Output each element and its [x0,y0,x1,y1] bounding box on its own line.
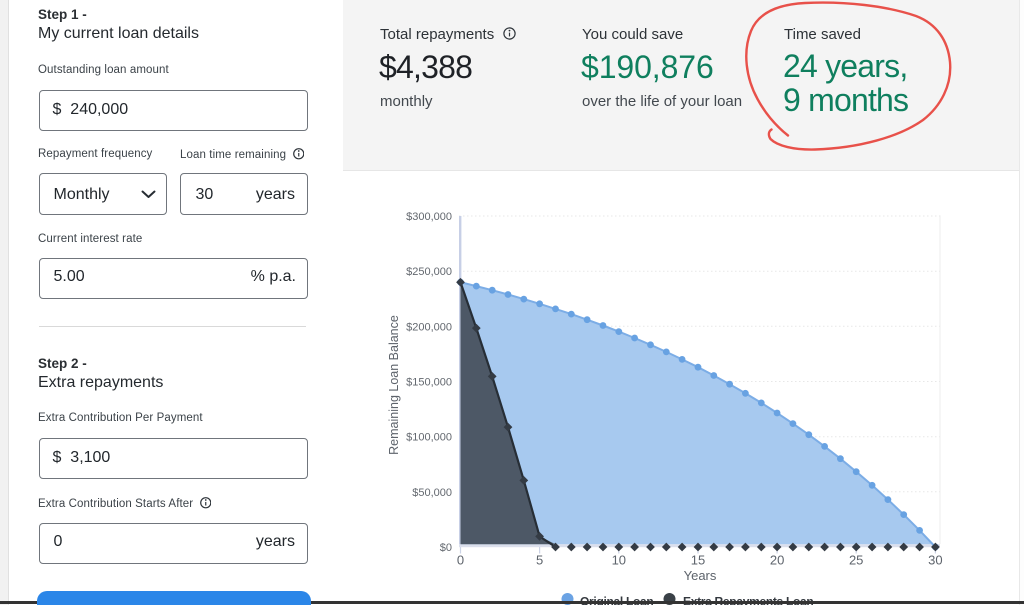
svg-text:$300,000: $300,000 [406,211,452,223]
svg-text:$250,000: $250,000 [406,266,452,278]
svg-text:Remaining Loan Balance: Remaining Loan Balance [387,315,401,455]
svg-text:$150,000: $150,000 [406,377,452,389]
svg-text:Extra Repayments Loan: Extra Repayments Loan [683,595,813,605]
svg-text:$200,000: $200,000 [406,321,452,333]
svg-text:25: 25 [849,553,863,568]
svg-text:15: 15 [691,553,705,568]
svg-text:$100,000: $100,000 [406,432,452,444]
svg-text:20: 20 [770,553,784,568]
svg-text:$50,000: $50,000 [412,487,452,499]
svg-text:10: 10 [612,553,626,568]
svg-text:30: 30 [928,553,942,568]
svg-text:Original Loan: Original Loan [580,595,653,605]
svg-text:$0: $0 [440,542,452,554]
svg-text:Years: Years [684,568,717,583]
svg-text:0: 0 [457,553,464,568]
svg-text:5: 5 [536,553,543,568]
